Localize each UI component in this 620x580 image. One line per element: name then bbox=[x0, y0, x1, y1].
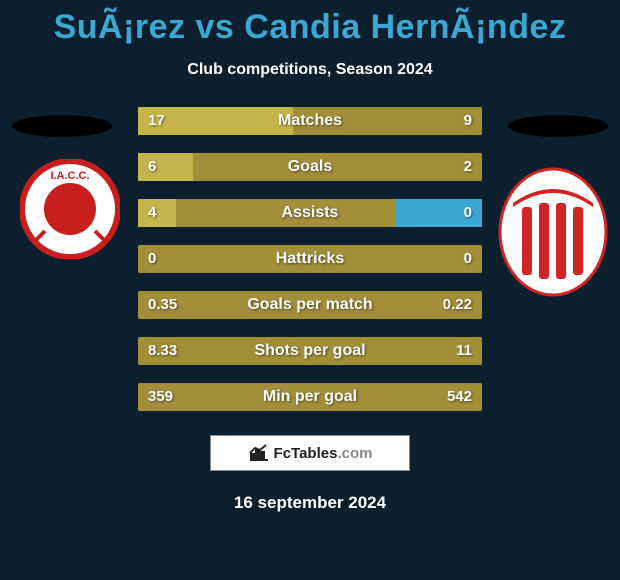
stats-list: 17Matches96Goals24Assists00Hattricks00.3… bbox=[138, 107, 482, 411]
stat-value-right: 0 bbox=[464, 245, 472, 273]
stat-value-right: 11 bbox=[456, 337, 472, 365]
crest-right bbox=[498, 167, 608, 297]
stat-label: Shots per goal bbox=[138, 337, 482, 365]
stat-row: 359Min per goal542 bbox=[138, 383, 482, 411]
stat-row: 0.35Goals per match0.22 bbox=[138, 291, 482, 319]
svg-text:I.A.C.C.: I.A.C.C. bbox=[50, 170, 89, 182]
shadow-right bbox=[508, 115, 608, 137]
comparison-content: I.A.C.C. 17Matches96Goals24Assists00Hatt… bbox=[0, 107, 620, 411]
stat-value-right: 0 bbox=[464, 199, 472, 227]
stat-label: Min per goal bbox=[138, 383, 482, 411]
stat-label: Matches bbox=[138, 107, 482, 135]
stat-row: 4Assists0 bbox=[138, 199, 482, 227]
stat-label: Goals per match bbox=[138, 291, 482, 319]
stat-row: 0Hattricks0 bbox=[138, 245, 482, 273]
page-subtitle: Club competitions, Season 2024 bbox=[0, 61, 620, 79]
stat-label: Assists bbox=[138, 199, 482, 227]
stat-value-right: 542 bbox=[447, 383, 472, 411]
date-text: 16 september 2024 bbox=[0, 493, 620, 513]
stat-value-right: 9 bbox=[464, 107, 472, 135]
stat-label: Goals bbox=[138, 153, 482, 181]
stat-row: 6Goals2 bbox=[138, 153, 482, 181]
stat-value-right: 0.22 bbox=[443, 291, 472, 319]
brand-chart-icon bbox=[248, 444, 270, 462]
shadow-left bbox=[12, 115, 112, 137]
brand-text: FcTables.com bbox=[274, 445, 373, 462]
stat-row: 8.33Shots per goal11 bbox=[138, 337, 482, 365]
stat-value-right: 2 bbox=[464, 153, 472, 181]
crest-left: I.A.C.C. bbox=[20, 159, 120, 259]
brand-box[interactable]: FcTables.com bbox=[210, 435, 410, 471]
page-title: SuÃ¡rez vs Candia HernÃ¡ndez bbox=[0, 0, 620, 47]
stat-label: Hattricks bbox=[138, 245, 482, 273]
stat-row: 17Matches9 bbox=[138, 107, 482, 135]
